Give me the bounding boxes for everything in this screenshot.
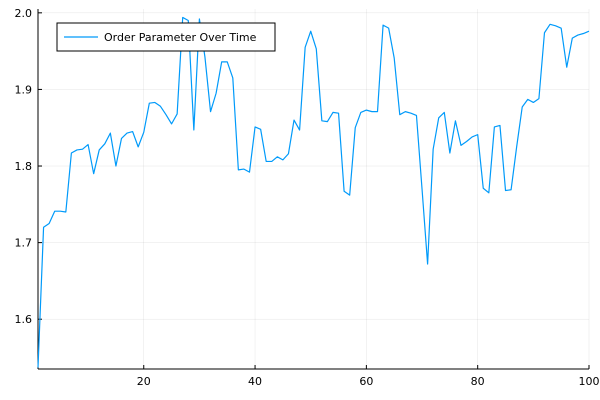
y-tick-label: 1.7	[15, 237, 33, 250]
legend: Order Parameter Over Time	[56, 22, 276, 52]
y-tick-label: 2.0	[15, 7, 33, 20]
series-line-0	[37, 16, 590, 368]
y-tick-label: 1.9	[15, 83, 33, 96]
grid-lines	[38, 9, 590, 369]
x-tick-label: 60	[359, 375, 373, 388]
y-tick-label: 1.6	[15, 313, 33, 326]
tick-labels: 20 40 60 80 100 1.6 1.7 1.8 1.9 2.0	[15, 7, 600, 388]
axes	[37, 9, 590, 370]
x-tick-label: 40	[248, 375, 262, 388]
x-tick-label: 100	[579, 375, 600, 388]
y-tick-label: 1.8	[15, 160, 33, 173]
x-tick-label: 20	[137, 375, 151, 388]
x-tick-label: 80	[471, 375, 485, 388]
series-group	[37, 16, 590, 368]
legend-label: Order Parameter Over Time	[104, 31, 257, 44]
